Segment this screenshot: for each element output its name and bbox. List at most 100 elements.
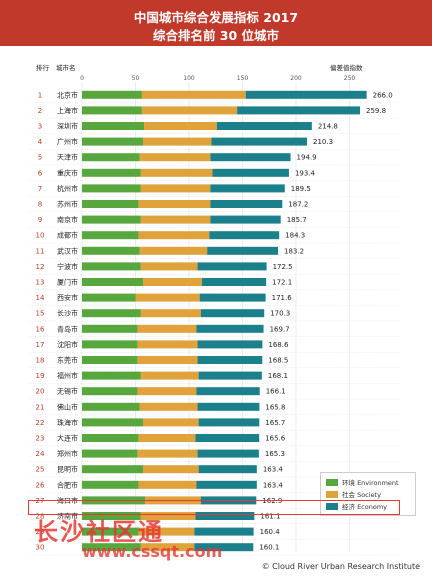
total-value-label: 168.6: [268, 341, 289, 349]
rank-label: 29: [36, 528, 45, 536]
bar-segment: [201, 278, 267, 286]
total-value-label: 163.4: [263, 466, 284, 474]
bar-segment: [82, 512, 141, 520]
bar-segment: [82, 278, 143, 286]
x-tick-label: 0: [80, 75, 84, 82]
city-label: 沈阳市: [57, 340, 78, 349]
bar-segment: [137, 324, 197, 333]
bar-segment: [142, 418, 199, 427]
total-value-label: 210.3: [313, 138, 333, 146]
rank-label: 13: [36, 279, 45, 287]
city-label: 南京市: [57, 215, 78, 224]
rank-label: 28: [36, 513, 45, 521]
total-value-label: 170.3: [270, 310, 290, 318]
legend-swatch-environment: [326, 478, 338, 486]
bar-segment: [138, 434, 196, 442]
x-tick-label: 100: [183, 75, 195, 82]
bar-segment: [140, 168, 213, 177]
total-value-label: 183.2: [284, 247, 304, 255]
bar-segment: [82, 168, 141, 177]
bar-segment: [142, 465, 199, 474]
bar-segment: [82, 215, 141, 224]
rank-label: 12: [36, 263, 45, 271]
bar-segment: [82, 371, 141, 380]
bar-segment: [200, 309, 265, 318]
bar-segment: [197, 402, 260, 411]
rank-label: 17: [36, 341, 45, 349]
bar-segment: [82, 402, 140, 411]
bar-segment: [197, 449, 259, 458]
total-value-label: 187.2: [288, 201, 308, 209]
city-label: 苏州市: [57, 200, 78, 209]
bar-segment: [140, 184, 211, 193]
bar-segment: [196, 480, 257, 489]
city-label: 成都市: [57, 231, 78, 240]
legend-label-environment: 环境 Environment: [342, 479, 399, 487]
bar-segment: [82, 200, 139, 208]
bar-segment: [245, 90, 367, 99]
bar-segment: [196, 324, 264, 333]
city-label: 青岛市: [57, 324, 78, 333]
bar-segment: [82, 90, 142, 99]
bar-segment: [198, 465, 257, 474]
rank-label: 5: [38, 154, 42, 162]
bar-segment: [137, 449, 198, 458]
column-header-city: 城市名: [56, 63, 76, 72]
rank-label: 18: [36, 357, 45, 365]
rank-label: 7: [38, 185, 42, 193]
city-label: 无锡市: [57, 387, 78, 396]
bar-segment: [144, 122, 217, 130]
city-label: 福州市: [57, 371, 78, 380]
bar-segment: [82, 309, 141, 318]
bar-segment: [140, 371, 199, 380]
bar-segment: [141, 106, 238, 115]
bar-segment: [82, 449, 138, 458]
city-label: 珠海市: [57, 418, 78, 427]
rank-label: 10: [36, 232, 45, 240]
total-value-label: 161.1: [260, 513, 280, 521]
bar-segment: [237, 106, 360, 115]
rank-label: 26: [36, 481, 45, 489]
total-value-label: 165.6: [265, 435, 286, 443]
legend-item-environment: 环境 Environment: [326, 476, 410, 488]
city-label: 长沙市: [57, 309, 78, 318]
bar-segment: [82, 387, 138, 396]
rank-label: 3: [38, 123, 42, 131]
bar-segment: [197, 356, 263, 364]
bar-segment: [138, 480, 197, 489]
city-label: 宁波市: [57, 262, 78, 271]
rank-label: 1: [38, 91, 42, 99]
city-label: 武汉市: [57, 246, 78, 255]
highlight-box: [28, 500, 400, 515]
x-tick-label: 250: [344, 75, 356, 82]
bar-segment: [216, 122, 312, 130]
bar-segment: [211, 137, 308, 146]
watermark-text: 长沙社区通: [34, 518, 164, 546]
bar-segment: [138, 200, 211, 208]
legend-swatch-society: [326, 490, 338, 498]
bar-segment: [82, 465, 143, 474]
total-value-label: 160.4: [260, 528, 281, 536]
city-label: 重庆市: [57, 168, 78, 177]
rank-label: 15: [36, 310, 45, 318]
city-label: 北京市: [57, 90, 78, 99]
total-value-label: 189.5: [291, 185, 311, 193]
bar-segment: [137, 340, 198, 349]
bar-segment: [82, 262, 141, 271]
city-label: 东莞市: [57, 356, 78, 365]
bar-segment: [197, 340, 263, 349]
bar-segment: [137, 387, 197, 396]
bar-segment: [198, 371, 262, 380]
total-value-label: 166.1: [266, 388, 286, 396]
total-value-label: 184.3: [285, 232, 305, 240]
title-banner: 中国城市综合发展指标 2017 综合排名前 30 位城市: [0, 0, 432, 46]
bar-segment: [82, 527, 139, 536]
bar-segment: [82, 153, 140, 162]
legend-swatch-economy: [326, 502, 338, 510]
city-label: 深圳市: [57, 122, 78, 131]
city-label: 上海市: [57, 106, 78, 115]
city-label: 大连市: [57, 434, 78, 443]
bar-segment: [138, 231, 210, 240]
city-label: 济南市: [57, 512, 78, 521]
